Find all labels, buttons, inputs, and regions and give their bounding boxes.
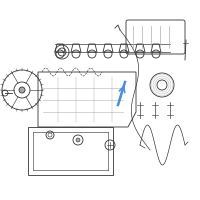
Circle shape: [19, 87, 25, 93]
Circle shape: [76, 138, 80, 142]
